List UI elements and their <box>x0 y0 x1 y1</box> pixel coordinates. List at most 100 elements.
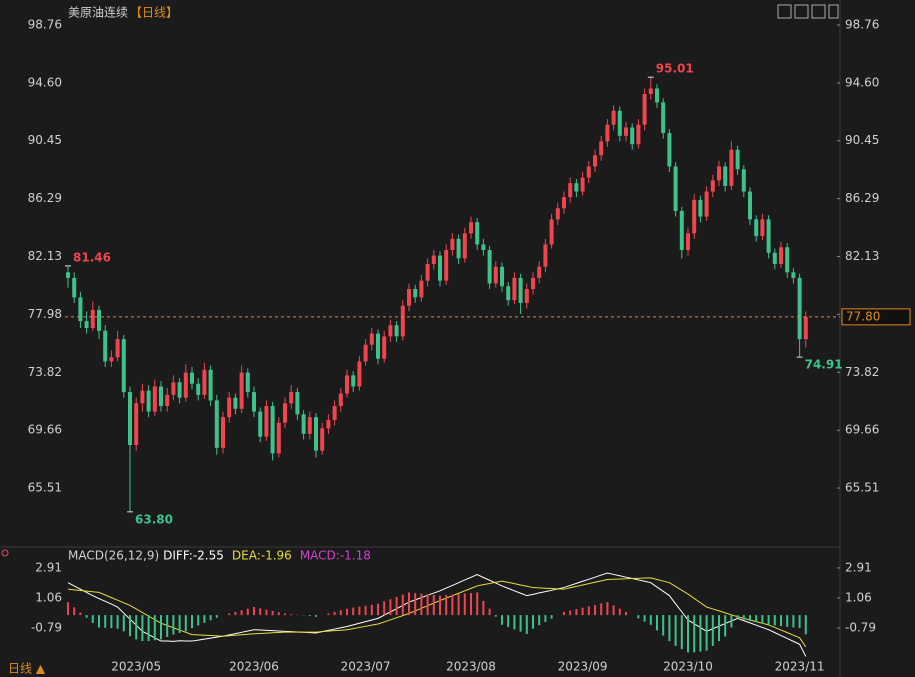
y-tick-label: 69.66 <box>28 423 62 437</box>
candle-body <box>518 277 523 303</box>
indicator-icon[interactable] <box>1 549 9 557</box>
candle-body <box>227 397 232 418</box>
candle-body <box>78 297 83 322</box>
candle-body <box>636 124 641 145</box>
candle-body <box>221 417 225 448</box>
y-tick-label: 65.51 <box>28 481 62 495</box>
candle-body <box>797 277 802 340</box>
candle-body <box>400 305 405 337</box>
x-tick-label: 2023/06 <box>229 660 279 674</box>
y-tick-label-right: 65.51 <box>845 481 879 495</box>
x-tick-label: 2023/11 <box>775 660 825 674</box>
candle-body <box>332 406 337 420</box>
annotation-label: 81.46 <box>73 250 111 264</box>
y-tick-label-right: 82.13 <box>845 249 879 263</box>
candle-body <box>469 222 473 234</box>
candle-body <box>599 141 604 156</box>
y-tick-label: 73.82 <box>28 365 62 379</box>
candle-body <box>766 219 771 253</box>
candle-body <box>748 191 752 220</box>
legend-entry: MACD:-1.18 <box>300 549 371 563</box>
candle-body <box>673 166 678 212</box>
period-label[interactable]: 【日线】 <box>130 6 178 20</box>
period-status[interactable]: 日线 ▲ <box>8 662 46 676</box>
candle-body <box>276 422 281 454</box>
candle-body <box>245 372 250 393</box>
annotation-label: 74.91 <box>805 358 843 372</box>
candle-body <box>90 309 95 329</box>
candle-body <box>283 403 287 423</box>
candle-body <box>735 149 740 170</box>
x-tick-label: 2023/08 <box>446 660 496 674</box>
candle-body <box>791 272 796 278</box>
y-tick-label-right: 69.66 <box>845 423 879 437</box>
candle-body <box>661 102 666 134</box>
y-tick-label-right: 73.82 <box>845 365 879 379</box>
candle-body <box>741 169 746 192</box>
candle-body <box>438 255 442 281</box>
candle-body <box>543 244 548 267</box>
candle-body <box>97 309 101 331</box>
candle-body <box>431 255 436 264</box>
candle-body <box>456 238 461 259</box>
candle-body <box>307 417 312 434</box>
restore-button[interactable] <box>811 4 826 19</box>
candle-body <box>252 392 256 412</box>
candle-body <box>394 325 399 337</box>
close-button[interactable] <box>828 4 839 19</box>
last-price-box <box>841 308 911 326</box>
candle-body <box>717 166 721 181</box>
candle-body <box>134 403 139 446</box>
candle-body <box>537 266 542 278</box>
candle-body <box>611 110 616 125</box>
candle-body <box>624 127 628 136</box>
candle-body <box>785 247 790 273</box>
annotation-label: 63.80 <box>135 512 173 526</box>
y-tick-label-right: -0.79 <box>845 620 876 634</box>
candle-body <box>171 382 176 395</box>
y-tick-label: -0.79 <box>31 620 62 634</box>
candle-body <box>190 372 194 384</box>
y-tick-label: 86.29 <box>28 191 62 205</box>
candle-body <box>103 330 108 362</box>
candle-body <box>128 392 132 446</box>
candle-body <box>351 375 356 387</box>
y-tick-label-right: 1.06 <box>845 590 872 604</box>
candle-body <box>202 369 207 395</box>
candle-body <box>388 325 393 337</box>
candle-body <box>524 289 529 303</box>
candle-body <box>295 392 300 415</box>
x-tick-label: 2023/10 <box>663 660 713 674</box>
chart-title: 美原油连续 <box>68 5 128 20</box>
candle-body <box>493 266 498 284</box>
zoom-button[interactable] <box>777 4 792 19</box>
candle-body <box>686 233 690 251</box>
candle-body <box>475 222 480 245</box>
candle-body <box>109 357 114 362</box>
candle-body <box>568 183 573 198</box>
candle-body <box>115 339 120 358</box>
candle-body <box>617 110 622 136</box>
zoom-out-button[interactable] <box>794 4 809 19</box>
candle-body <box>444 250 449 281</box>
candle-body <box>555 208 560 220</box>
candle-body <box>345 375 349 394</box>
candle-body <box>338 393 343 407</box>
candle-body <box>531 277 535 290</box>
candle-body <box>704 191 709 217</box>
candle-body <box>369 333 374 345</box>
annotation-label: 95.01 <box>656 62 694 76</box>
candle-body <box>326 419 331 429</box>
candle-body <box>66 272 70 278</box>
candle-body <box>605 124 610 142</box>
candle-body <box>593 155 597 167</box>
y-tick-label: 82.13 <box>28 249 62 263</box>
x-tick-label: 2023/05 <box>111 660 161 674</box>
candle-body <box>382 336 387 359</box>
candle-body <box>487 250 492 284</box>
candle-body <box>692 199 697 234</box>
candle-body <box>196 383 201 395</box>
candle-body <box>512 277 517 301</box>
